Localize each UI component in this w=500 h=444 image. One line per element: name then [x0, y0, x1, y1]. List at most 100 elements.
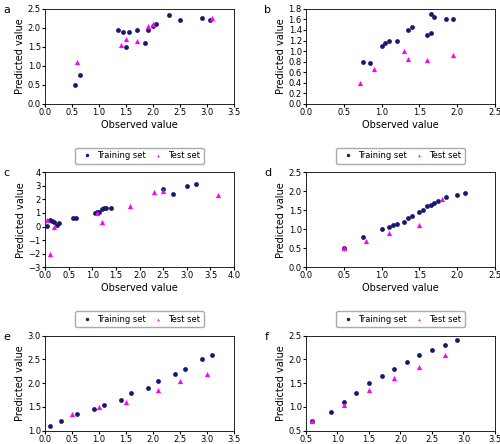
Point [50, 223, 58, 230]
Point [440, 341, 448, 349]
Point [365, 387, 373, 394]
Point [434, 197, 442, 204]
Point [419, 207, 427, 214]
Point [122, 36, 130, 43]
X-axis label: Observed value: Observed value [362, 120, 439, 130]
Point [430, 199, 438, 206]
Point [116, 396, 124, 403]
Point [206, 17, 214, 24]
Point [165, 11, 173, 18]
Point [389, 222, 397, 229]
Point [128, 389, 136, 396]
Point [149, 23, 157, 30]
Point [378, 373, 386, 380]
Y-axis label: Predicted value: Predicted value [276, 19, 285, 94]
Text: c: c [4, 168, 10, 178]
Point [442, 194, 450, 201]
Point [122, 44, 130, 51]
Point [74, 411, 82, 418]
Point [408, 212, 416, 219]
Point [327, 408, 335, 415]
Point [98, 206, 106, 213]
Point [141, 40, 149, 47]
Text: a: a [4, 5, 10, 15]
Point [378, 42, 386, 49]
Point [404, 214, 412, 222]
Point [144, 23, 152, 30]
Point [370, 65, 378, 72]
Point [48, 218, 56, 225]
Point [95, 404, 103, 411]
Point [170, 370, 178, 377]
Point [150, 188, 158, 195]
Point [378, 226, 386, 233]
Legend: Training set, Test set: Training set, Test set [336, 311, 464, 327]
Point [57, 418, 65, 425]
Point [450, 51, 458, 58]
Point [450, 16, 458, 23]
Point [390, 375, 398, 382]
Point [70, 81, 78, 88]
Point [362, 237, 370, 244]
Point [96, 208, 104, 215]
Point [114, 26, 122, 33]
Legend: Training set, Test set: Training set, Test set [76, 148, 204, 163]
Point [98, 219, 106, 226]
Point [159, 187, 167, 194]
Point [133, 26, 141, 33]
Point [126, 202, 134, 210]
Point [430, 13, 438, 20]
Point [358, 234, 366, 241]
Point [404, 56, 412, 63]
Point [46, 217, 54, 224]
Point [44, 216, 52, 223]
Point [308, 418, 316, 425]
Point [46, 422, 54, 429]
Point [423, 32, 431, 39]
Point [408, 24, 416, 31]
Point [423, 56, 431, 63]
Point [400, 218, 408, 225]
Point [192, 180, 200, 187]
Point [340, 399, 347, 406]
Point [90, 406, 98, 413]
Point [176, 377, 184, 385]
Point [152, 20, 160, 28]
Point [144, 385, 152, 392]
Point [358, 58, 366, 65]
Point [453, 337, 461, 344]
Point [404, 27, 412, 34]
Point [403, 358, 411, 365]
Point [120, 28, 128, 35]
Point [438, 195, 446, 202]
Point [168, 190, 176, 198]
Point [340, 245, 347, 252]
Point [55, 220, 63, 227]
Point [416, 209, 424, 216]
Point [392, 220, 400, 227]
Point [100, 401, 108, 408]
Point [183, 182, 191, 190]
Point [426, 201, 434, 208]
Point [365, 380, 373, 387]
Point [74, 59, 82, 66]
Point [442, 16, 450, 23]
Point [149, 20, 157, 28]
Point [440, 351, 448, 358]
Text: e: e [4, 332, 10, 342]
Point [133, 38, 141, 45]
Point [70, 214, 78, 221]
Point [214, 191, 222, 198]
Point [159, 185, 167, 192]
Point [416, 363, 424, 370]
Legend: Training set, Test set: Training set, Test set [336, 148, 464, 163]
Point [107, 204, 115, 211]
Point [72, 215, 80, 222]
Point [90, 210, 98, 217]
Point [382, 40, 390, 47]
Point [453, 191, 461, 198]
Point [472, 327, 480, 334]
Point [416, 222, 424, 229]
Point [385, 37, 393, 44]
X-axis label: Observed value: Observed value [362, 283, 439, 293]
